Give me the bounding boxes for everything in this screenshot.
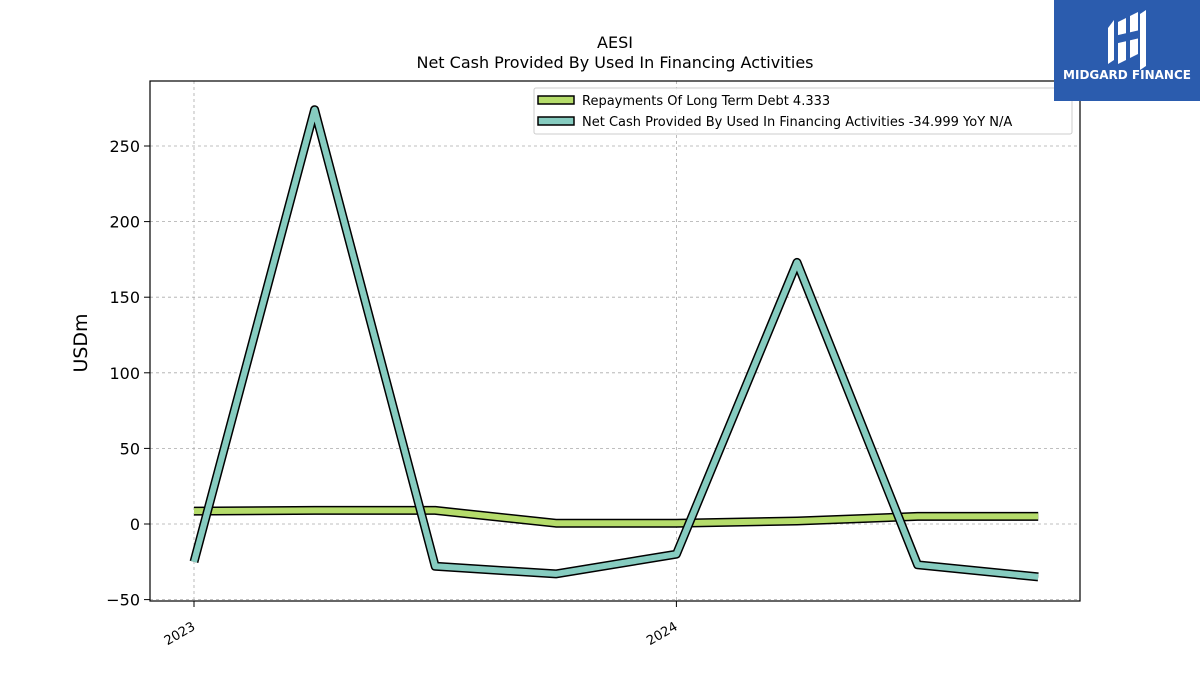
legend-swatch xyxy=(537,95,575,105)
y-tick-label: −50 xyxy=(106,591,140,610)
y-tick-label: 100 xyxy=(109,364,140,383)
chart-title: AESI xyxy=(597,33,633,52)
chart-subtitle: Net Cash Provided By Used In Financing A… xyxy=(416,53,813,72)
y-tick-label: 150 xyxy=(109,288,140,307)
series-line xyxy=(191,106,1039,580)
y-tick-label: 0 xyxy=(130,515,140,534)
legend-label: Net Cash Provided By Used In Financing A… xyxy=(582,115,1012,130)
legend: Repayments Of Long Term Debt 4.333 Net Ca… xyxy=(533,87,1073,135)
y-tick-label: 250 xyxy=(109,137,140,156)
y-tick-label: 200 xyxy=(109,213,140,232)
x-axis-ticks: 2023 2024 xyxy=(162,601,680,649)
y-axis-label: USDm xyxy=(70,313,92,372)
x-tick-label: 2023 xyxy=(162,619,198,649)
legend-swatch xyxy=(537,116,575,126)
y-tick-label: 50 xyxy=(120,439,140,458)
y-axis-ticks: −50 0 50 100 150 200 250 xyxy=(106,137,150,610)
legend-label: Repayments Of Long Term Debt 4.333 xyxy=(582,94,830,109)
brand-name: MIDGARD FINANCE xyxy=(1063,68,1191,82)
x-tick-label: 2024 xyxy=(644,619,680,649)
series-layer xyxy=(189,105,1039,582)
plot-frame xyxy=(149,80,1081,602)
midgard-logo-icon xyxy=(1108,10,1146,70)
brand-logo: MIDGARD FINANCE xyxy=(1054,0,1200,101)
legend-box xyxy=(533,87,1073,135)
